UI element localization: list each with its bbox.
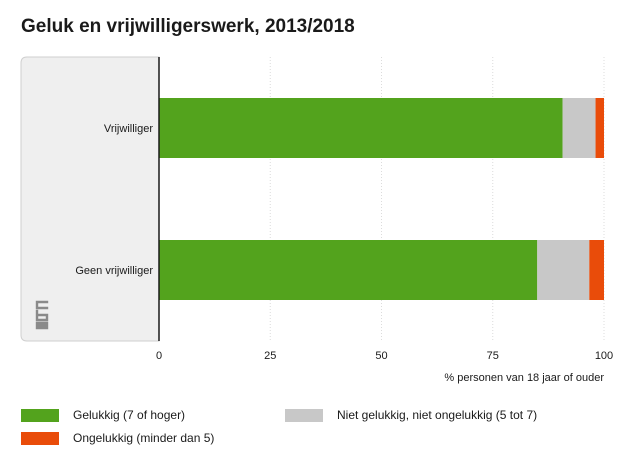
legend-item-neutraal: Niet gelukkig, niet ongelukkig (5 tot 7) xyxy=(285,408,537,422)
category-labels: Vrijwilliger Geen vrijwilliger xyxy=(75,123,153,277)
legend-item-ongelukkig: Ongelukkig (minder dan 5) xyxy=(21,431,214,445)
x-tick-label: 50 xyxy=(375,350,387,362)
x-tick-label: 75 xyxy=(487,350,499,362)
x-tick-label: 100 xyxy=(595,350,613,362)
grid-lines xyxy=(269,57,605,341)
bars xyxy=(159,98,604,300)
bar-segment-geen-vrijwilliger-2[interactable] xyxy=(589,240,604,300)
bar-segment-vrijwilliger-0[interactable] xyxy=(159,98,563,158)
x-tick-label: 25 xyxy=(264,350,276,362)
legend-item-gelukkig: Gelukkig (7 of hoger) xyxy=(21,408,185,422)
bar-segment-geen-vrijwilliger-1[interactable] xyxy=(537,240,590,300)
category-label: Geen vrijwilliger xyxy=(75,265,153,277)
legend-swatch-gelukkig xyxy=(21,408,59,422)
x-tick-labels: 0 25 50 75 100 xyxy=(156,350,613,362)
category-label: Vrijwilliger xyxy=(104,123,153,135)
x-axis-label: % personen van 18 jaar of ouder xyxy=(444,372,604,384)
legend-swatch-ongelukkig xyxy=(21,431,59,445)
bar-segment-geen-vrijwilliger-0[interactable] xyxy=(159,240,538,300)
cbs-logo-icon xyxy=(35,300,49,330)
legend-label-gelukkig: Gelukkig (7 of hoger) xyxy=(73,408,186,422)
legend-label-neutraal: Niet gelukkig, niet ongelukkig (5 tot 7) xyxy=(337,408,538,422)
chart-area: Vrijwilliger Geen vrijwilliger 0 25 50 75 100… xyxy=(20,56,613,384)
legend: Gelukkig (7 of hoger) Niet gelukkig, nie… xyxy=(21,408,611,448)
category-label-panel xyxy=(20,56,160,342)
legend-label-ongelukkig: Ongelukkig (minder dan 5) xyxy=(73,431,215,445)
x-tick-label: 0 xyxy=(156,350,162,362)
bar-segment-vrijwilliger-1[interactable] xyxy=(562,98,596,158)
bar-segment-vrijwilliger-2[interactable] xyxy=(595,98,604,158)
chart-title: Geluk en vrijwilligerswerk, 2013/2018 xyxy=(21,16,355,37)
legend-swatch-neutraal xyxy=(285,408,323,422)
